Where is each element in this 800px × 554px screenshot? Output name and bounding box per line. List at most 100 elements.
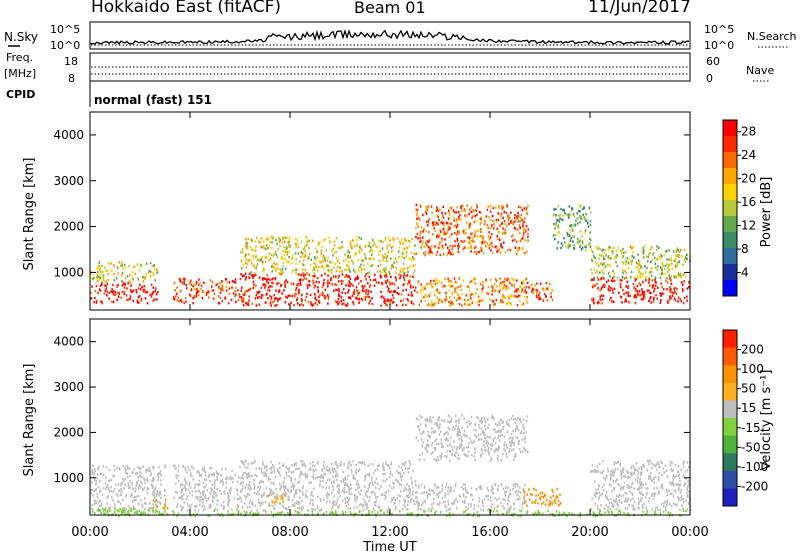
power-cell <box>547 287 550 290</box>
velocity-cell <box>299 490 301 493</box>
power-cell <box>348 267 350 270</box>
velocity-cell <box>372 507 375 510</box>
power-cell <box>542 299 545 302</box>
power-cell <box>145 291 147 294</box>
power-cell <box>557 231 559 234</box>
power-cell <box>488 231 490 234</box>
power-cell <box>402 252 404 255</box>
power-cell <box>347 251 349 254</box>
velocity-cell <box>436 502 439 506</box>
velocity-cell <box>180 491 183 494</box>
power-cell <box>510 295 512 298</box>
power-cell <box>302 272 304 275</box>
power-cell <box>503 280 506 284</box>
velocity-cell <box>481 430 484 434</box>
power-cell <box>480 249 483 253</box>
velocity-cell <box>409 490 411 493</box>
velocity-cell <box>368 474 370 477</box>
power-cell <box>305 295 308 299</box>
velocity-cell <box>329 471 332 475</box>
velocity-cell <box>269 467 272 471</box>
power-cell <box>445 291 447 295</box>
power-cell <box>111 290 114 293</box>
power-cell <box>564 212 566 215</box>
power-cell <box>508 280 511 284</box>
power-cell <box>412 275 414 279</box>
power-cell <box>634 289 636 292</box>
velocity-cell <box>384 472 386 476</box>
power-cell <box>476 213 478 216</box>
power-cell <box>303 255 306 258</box>
velocity-cell <box>369 472 371 475</box>
velocity-cell <box>257 498 260 501</box>
velocity-cell <box>432 489 435 492</box>
power-cell <box>636 289 638 293</box>
power-cell <box>522 230 525 233</box>
power-cell <box>179 278 181 281</box>
power-cell <box>591 272 593 275</box>
power-cell <box>532 291 535 295</box>
velocity-cell <box>496 430 499 433</box>
velocity-cell <box>614 500 616 503</box>
power-cell <box>101 301 104 305</box>
power-cell <box>517 246 519 250</box>
velocity-cell <box>293 493 296 496</box>
power-cell <box>112 300 115 304</box>
power-cell <box>402 262 405 265</box>
power-cell <box>360 271 363 274</box>
power-cell <box>361 267 363 270</box>
velocity-cell <box>250 509 253 512</box>
velocity-cell <box>269 478 272 481</box>
velocity-cell <box>554 502 557 505</box>
velocity-cell <box>367 487 370 491</box>
velocity-cell <box>347 485 349 488</box>
power-cell <box>398 255 400 259</box>
velocity-cell <box>222 501 225 504</box>
velocity-cell <box>320 508 323 512</box>
power-cell <box>316 303 319 307</box>
velocity-cell <box>158 513 160 516</box>
velocity-cell <box>497 459 499 462</box>
velocity-cell <box>94 483 97 486</box>
velocity-cell <box>558 504 560 507</box>
velocity-cell <box>132 507 135 510</box>
velocity-cell <box>493 507 496 510</box>
velocity-cell <box>204 507 206 510</box>
power-cell <box>287 294 290 297</box>
power-cell <box>414 286 417 289</box>
velocity-cell <box>423 491 425 495</box>
power-cell <box>284 301 287 304</box>
power-cell <box>179 299 182 302</box>
velocity-cell <box>456 451 458 454</box>
velocity-cell <box>471 442 473 445</box>
velocity-cell <box>471 498 474 501</box>
power-cell <box>130 281 132 284</box>
power-cell <box>588 206 591 210</box>
velocity-cell <box>641 471 643 474</box>
power-cell <box>192 285 194 288</box>
power-cell <box>367 282 369 285</box>
power-cell <box>682 290 684 293</box>
velocity-cell <box>496 457 499 460</box>
power-cell <box>445 295 448 298</box>
velocity-cell <box>122 498 124 502</box>
power-cell <box>643 291 645 294</box>
velocity-cell <box>148 469 150 472</box>
velocity-cell <box>298 475 301 479</box>
velocity-cell <box>185 487 187 491</box>
velocity-cell <box>516 425 518 429</box>
power-cell <box>251 240 254 243</box>
velocity-cell <box>498 439 501 442</box>
power-cell <box>320 274 323 277</box>
power-cell <box>255 304 258 307</box>
power-cell <box>288 255 290 259</box>
velocity-cell <box>108 508 110 511</box>
velocity-cell <box>193 505 196 508</box>
power-cell <box>619 279 621 282</box>
power-cell <box>270 257 272 260</box>
power-cell <box>521 237 524 240</box>
power-cell <box>458 296 461 299</box>
power-cell <box>356 275 359 278</box>
power-cell <box>605 280 608 284</box>
velocity-cell <box>302 485 304 488</box>
